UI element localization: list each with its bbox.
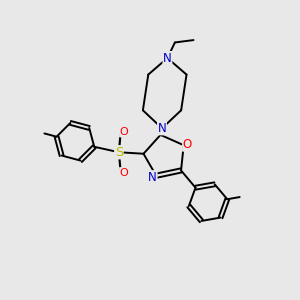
Text: S: S (115, 146, 123, 159)
Text: O: O (120, 127, 128, 137)
Text: N: N (163, 52, 172, 64)
Text: N: N (148, 171, 157, 184)
Text: N: N (158, 122, 166, 135)
Text: O: O (120, 168, 128, 178)
Text: O: O (183, 138, 192, 151)
